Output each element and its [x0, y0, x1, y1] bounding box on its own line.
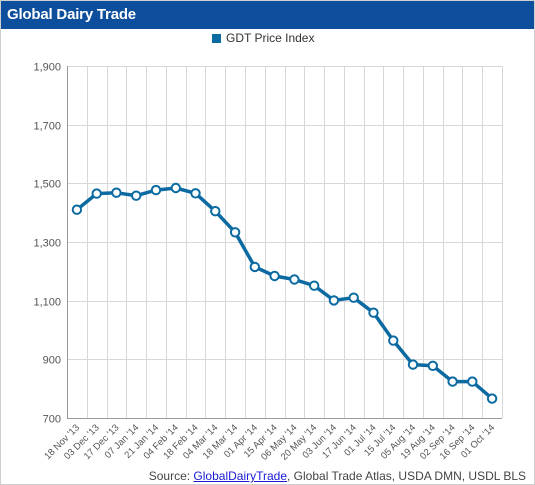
series-line	[75, 186, 494, 401]
y-tick-label: 900	[43, 355, 61, 367]
y-tick-label: 1,300	[33, 238, 61, 250]
data-point[interactable]	[388, 335, 399, 346]
y-tick-label: 1,100	[33, 297, 61, 309]
data-point[interactable]	[71, 204, 83, 215]
data-point[interactable]	[210, 206, 221, 217]
y-tick-label: 1,500	[33, 179, 61, 191]
data-point[interactable]	[229, 227, 241, 238]
data-point[interactable]	[348, 292, 359, 303]
data-point[interactable]	[407, 359, 419, 370]
data-point[interactable]	[150, 184, 162, 196]
data-point[interactable]	[427, 360, 438, 371]
data-point[interactable]	[131, 190, 142, 201]
legend-swatch	[212, 34, 221, 43]
data-point[interactable]	[190, 188, 201, 199]
data-point[interactable]	[486, 393, 498, 404]
source-link[interactable]: GlobalDairyTrade	[193, 469, 288, 483]
data-point[interactable]	[289, 274, 300, 285]
data-point[interactable]	[91, 188, 102, 199]
data-point[interactable]	[309, 280, 320, 291]
legend-label[interactable]: GDT Price Index	[226, 31, 314, 45]
y-tick-label: 1,900	[33, 62, 61, 74]
header-bar: Global Dairy Trade	[1, 1, 534, 29]
data-point[interactable]	[249, 261, 261, 273]
source-prefix: Source:	[148, 469, 194, 483]
data-point[interactable]	[269, 270, 280, 282]
series-group	[71, 182, 498, 404]
legend: GDT Price Index	[212, 31, 314, 45]
source-suffix: , Global Trade Atlas, USDA DMN, USDL BLS	[287, 469, 526, 483]
y-tick-label: 1,700	[33, 121, 61, 133]
data-point[interactable]	[328, 295, 340, 306]
data-point[interactable]	[368, 307, 379, 318]
data-point[interactable]	[447, 376, 458, 387]
data-point[interactable]	[111, 187, 122, 198]
chart-panel-title: Global Dairy Trade	[7, 6, 136, 23]
data-point[interactable]	[170, 182, 182, 194]
source-note: Source: GlobalDairyTrade, Global Trade A…	[1, 469, 526, 483]
data-point[interactable]	[467, 376, 478, 387]
y-tick-label: 700	[43, 414, 61, 426]
